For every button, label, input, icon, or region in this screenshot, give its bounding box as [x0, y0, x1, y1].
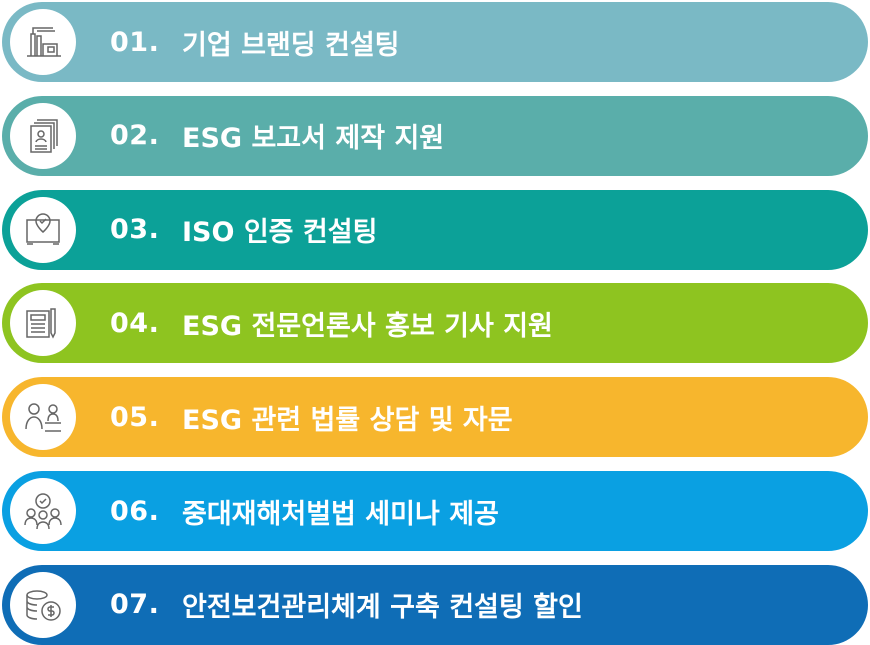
service-item-7: 07. 안전보건관리체계 구축 컨설팅 할인 — [2, 564, 868, 645]
service-item-2: 02. ESG 보고서 제작 지원 — [2, 95, 868, 176]
calculator-pen-icon — [26, 308, 56, 340]
icon-circle — [10, 9, 76, 75]
document-stack-icon — [30, 119, 58, 153]
service-item-5: 05. ESG 관련 법률 상담 및 자문 — [2, 377, 868, 458]
certificate-icon — [26, 212, 60, 245]
factory-icon — [27, 27, 61, 57]
coins-icon — [26, 590, 61, 621]
item-number: 02. — [110, 120, 160, 152]
icon-circle — [10, 102, 76, 169]
item-number: 01. — [110, 26, 160, 58]
item-label: 중대재해처벌법 세미나 제공 — [182, 498, 499, 530]
service-item-3: 03. ISO 인증 컨설팅 — [2, 189, 868, 270]
service-item-4: 04. ESG 전문언론사 홍보 기사 지원 — [2, 283, 868, 364]
consultation-icon — [25, 403, 61, 432]
item-label: ESG 보고서 제작 지원 — [182, 123, 445, 155]
item-number: 04. — [110, 307, 160, 339]
item-label: ESG 전문언론사 홍보 기사 지원 — [182, 310, 553, 342]
item-number: 06. — [110, 495, 160, 527]
service-item-6: 06. 중대재해처벌법 세미나 제공 — [2, 471, 868, 551]
group-check-icon — [24, 493, 62, 530]
item-label: 기업 브랜딩 컨설팅 — [182, 29, 400, 61]
service-item-1: 01. 기업 브랜딩 컨설팅 — [2, 2, 868, 82]
icon-circle — [10, 478, 76, 544]
icon-circle — [10, 571, 76, 638]
icon-circle — [10, 384, 76, 451]
item-label: ESG 관련 법률 상담 및 자문 — [182, 404, 513, 436]
item-label: ISO 인증 컨설팅 — [182, 217, 378, 249]
item-label: 안전보건관리체계 구축 컨설팅 할인 — [182, 592, 583, 624]
item-number: 03. — [110, 214, 160, 246]
item-number: 05. — [110, 401, 160, 433]
icon-circle — [10, 196, 76, 263]
item-number: 07. — [110, 589, 160, 621]
icon-circle — [10, 290, 76, 357]
